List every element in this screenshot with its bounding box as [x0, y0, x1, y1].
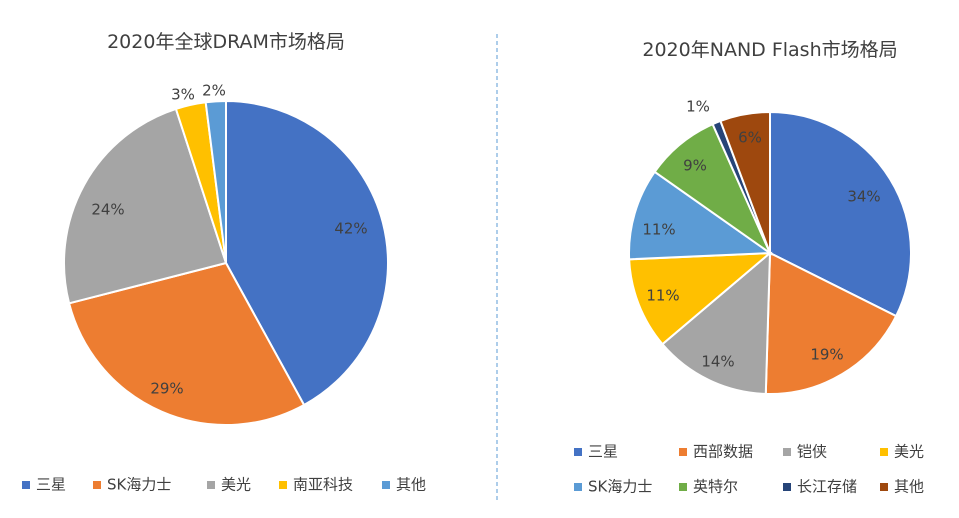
dram-legend-label-2: 美光 [221, 476, 251, 494]
dram-slice-1 [67, 261, 306, 426]
nand-legend-label-4: SK海力士 [588, 478, 652, 496]
dram-slice-label-3: 3% [171, 86, 195, 104]
dram-legend-swatch-2 [207, 481, 215, 489]
dram-legend-swatch-1 [93, 481, 101, 489]
nand-legend-label-1: 西部数据 [693, 443, 753, 461]
nand-slice-label-0: 34% [847, 188, 880, 206]
dram-legend-swatch-0 [22, 481, 30, 489]
nand-slice-label-3: 11% [646, 287, 679, 305]
dram-slice-2 [63, 107, 228, 305]
dram-legend-label-1: SK海力士 [107, 476, 171, 494]
nand-legend-swatch-7 [880, 483, 888, 491]
nand-slice-1 [764, 251, 898, 395]
nand-slice-label-1: 19% [810, 346, 843, 364]
dram-legend-swatch-4 [382, 481, 390, 489]
dram-slice-labels: 42% 29% 24% 3% 2% [91, 82, 367, 398]
nand-legend-swatch-5 [679, 483, 687, 491]
dram-slice-label-1: 29% [150, 380, 183, 398]
nand-legend: 三星 西部数据 铠侠 美光 SK海力士 英特尔 长江存储 其他 [574, 443, 924, 496]
nand-slice-2 [661, 250, 772, 395]
nand-slice-3 [628, 251, 773, 346]
nand-market-chart: 2020年NAND Flash市场格局 34% 19% 14% 11% 11% 9% 1% 6… [574, 39, 924, 496]
dram-legend-label-0: 三星 [36, 476, 66, 494]
nand-slice-label-7: 6% [738, 129, 762, 147]
dram-slice-label-2: 24% [91, 201, 124, 219]
dram-slice-label-4: 2% [202, 82, 226, 100]
dram-legend-label-4: 其他 [396, 476, 426, 494]
nand-slice-0 [769, 110, 912, 318]
nand-chart-title: 2020年NAND Flash市场格局 [642, 39, 897, 61]
nand-pie [628, 110, 912, 395]
nand-legend-swatch-4 [574, 483, 582, 491]
nand-legend-swatch-6 [783, 483, 791, 491]
dram-market-chart: 2020年全球DRAM市场格局 42% 29% 24% 3% 2% 三星 SK海力士 美光 南… [22, 31, 426, 494]
nand-legend-swatch-0 [574, 448, 582, 456]
nand-slice-4 [628, 170, 773, 261]
nand-slice-label-6: 1% [686, 98, 710, 116]
nand-slice-label-4: 11% [642, 221, 675, 239]
nand-legend-label-6: 长江存储 [797, 478, 857, 496]
nand-slice-label-5: 9% [683, 157, 707, 175]
dram-pie [63, 99, 389, 426]
nand-legend-label-3: 美光 [894, 443, 924, 461]
dram-slice-0 [225, 99, 389, 407]
dram-legend-label-3: 南亚科技 [293, 476, 353, 494]
nand-legend-label-5: 英特尔 [693, 478, 738, 496]
nand-legend-swatch-1 [679, 448, 687, 456]
nand-legend-label-7: 其他 [894, 478, 924, 496]
nand-slice-labels: 34% 19% 14% 11% 11% 9% 1% 6% [642, 98, 880, 371]
nand-legend-label-2: 铠侠 [797, 443, 827, 461]
dram-legend: 三星 SK海力士 美光 南亚科技 其他 [22, 476, 426, 494]
nand-legend-label-0: 三星 [588, 443, 618, 461]
nand-slice-7 [719, 110, 771, 254]
nand-legend-swatch-3 [880, 448, 888, 456]
nand-legend-swatch-2 [783, 448, 791, 456]
dram-chart-title: 2020年全球DRAM市场格局 [107, 31, 345, 53]
dram-legend-swatch-3 [279, 481, 287, 489]
dram-slice-4 [204, 99, 227, 264]
nand-slice-label-2: 14% [701, 353, 734, 371]
dram-slice-label-0: 42% [334, 220, 367, 238]
